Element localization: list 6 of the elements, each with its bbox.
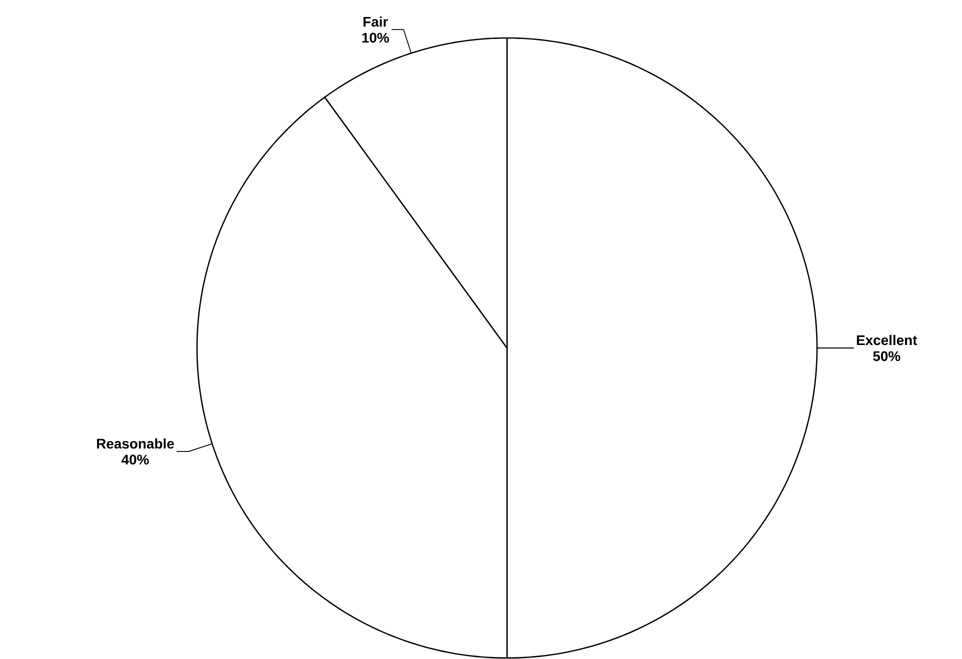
slice-label: Excellent [856,334,918,346]
data-label: 50% [873,351,900,362]
data-label: 40% [122,454,149,465]
data-label: 10% [362,32,389,43]
slice-label: Fair [364,16,388,27]
slice-label: Reasonable [97,438,174,449]
